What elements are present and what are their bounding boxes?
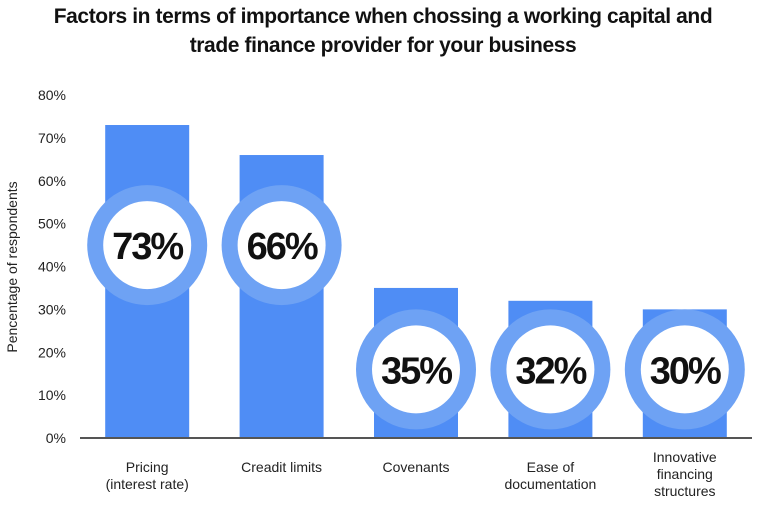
data-label-disc	[640, 325, 729, 414]
bars: 73% 66% 35% 32% 30%	[80, 125, 752, 439]
data-label-disc	[372, 325, 460, 414]
x-axis-labels: Pricing(interest rate) Creadit limits Cove…	[106, 449, 717, 499]
y-tick-label: 70%	[38, 130, 66, 146]
y-tick-label: 0%	[46, 430, 66, 446]
data-label: 32%	[515, 350, 586, 392]
chart-title-line-1: Factors in terms of importance when chos…	[53, 5, 713, 28]
x-category-label: Creadit limits	[241, 459, 322, 475]
data-label: 66%	[247, 226, 318, 268]
y-tick-label: 30%	[38, 301, 66, 317]
x-category-label: Ease of	[527, 459, 575, 475]
x-category-label: financing	[657, 466, 713, 482]
y-tick-label: 50%	[38, 216, 66, 232]
x-category-label: Pricing	[126, 459, 169, 475]
data-label-disc	[103, 201, 192, 290]
y-tick-label: 80%	[38, 87, 66, 103]
data-label-disc	[237, 201, 326, 290]
y-tick-label: 60%	[38, 173, 66, 189]
y-axis-ticks: 0% 10% 20% 30% 40% 50% 60% 70% 80%	[38, 87, 66, 446]
x-category-label: structures	[654, 483, 715, 499]
chart-title-line-2: trade finance provider for your business	[189, 34, 577, 57]
chart-title: Factors in terms of importance when chos…	[0, 2, 766, 60]
y-tick-label: 40%	[38, 259, 66, 275]
y-tick-label: 10%	[38, 387, 66, 403]
data-label: 35%	[381, 350, 452, 392]
x-category-label: documentation	[504, 476, 596, 492]
data-label: 73%	[112, 226, 183, 268]
y-axis-label: Pencentage of respondents	[4, 181, 20, 352]
data-label-disc	[506, 325, 595, 414]
data-label: 30%	[650, 350, 721, 392]
x-category-label: (interest rate)	[106, 476, 189, 492]
x-category-label: Innovative	[653, 449, 717, 465]
x-category-label: Covenants	[383, 459, 450, 475]
y-tick-label: 20%	[38, 344, 66, 360]
